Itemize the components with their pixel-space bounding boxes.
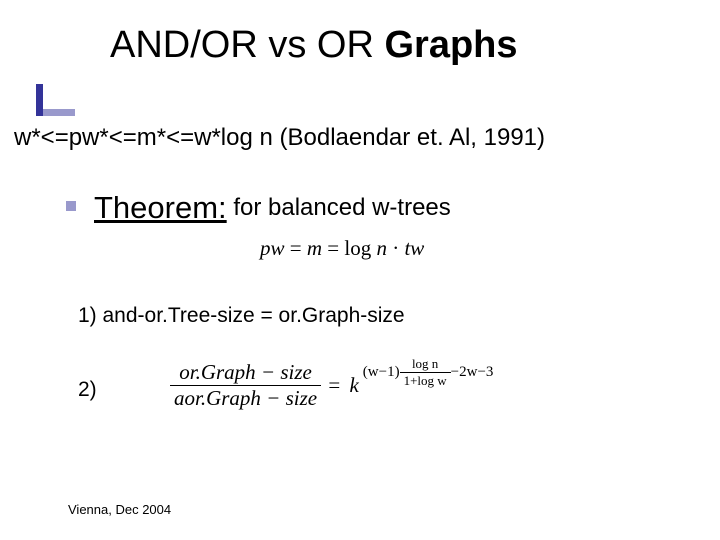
exponent: (w−1) log n 1+log w −2w−3 bbox=[361, 356, 496, 389]
bullet-icon bbox=[66, 201, 76, 211]
f1-pw: pw bbox=[260, 236, 285, 260]
exp-frac: log n 1+log w bbox=[400, 356, 451, 389]
slide: AND/OR vs OR Graphs w*<=pw*<=m*<=w*log n… bbox=[0, 0, 720, 540]
slide-title: AND/OR vs OR Graphs bbox=[110, 24, 518, 67]
f1-eq2: = bbox=[322, 236, 344, 260]
frac-left-den: aor.Graph − size bbox=[170, 385, 321, 411]
inequality-line: w*<=pw*<=m*<=w*log n (Bodlaendar et. Al,… bbox=[14, 124, 545, 152]
f1-eq1: = bbox=[285, 236, 307, 260]
theorem-line: Theorem: for balanced w-trees bbox=[66, 190, 451, 226]
item-2-label: 2) bbox=[78, 378, 97, 402]
eq-sign: = bbox=[326, 373, 342, 398]
exp-frac-den-text: 1+log w bbox=[404, 373, 447, 388]
item-1: 1) and-or.Tree-size = or.Graph-size bbox=[78, 304, 405, 328]
accent-horizontal bbox=[43, 109, 75, 116]
theorem-rest: for balanced w-trees bbox=[227, 194, 451, 221]
formula-ratio: or.Graph − size aor.Graph − size = k (w−… bbox=[170, 356, 495, 411]
formula-pw-eq: pw = m = log n · tw bbox=[260, 236, 424, 261]
f1-tw: tw bbox=[404, 236, 424, 260]
theorem-label: Theorem: bbox=[94, 190, 227, 225]
f1-dot: · bbox=[387, 236, 405, 260]
accent-vertical bbox=[36, 84, 43, 116]
f1-log: log bbox=[344, 236, 371, 260]
title-part1: AND/OR vs OR bbox=[110, 24, 384, 66]
exp-tail: −2w−3 bbox=[451, 364, 494, 380]
frac-left-num: or.Graph − size bbox=[170, 360, 321, 385]
exp-wminus1: (w−1) bbox=[363, 364, 400, 380]
exp-frac-den: 1+log w bbox=[400, 372, 451, 389]
f1-m: m bbox=[307, 236, 322, 260]
exp-frac-num: log n bbox=[400, 356, 451, 372]
k-base: k bbox=[347, 373, 360, 398]
frac-left: or.Graph − size aor.Graph − size bbox=[170, 360, 321, 411]
f1-n: n bbox=[371, 236, 387, 260]
title-part2: Graphs bbox=[384, 24, 517, 66]
footer-text: Vienna, Dec 2004 bbox=[68, 502, 171, 517]
exp-frac-num-text: log n bbox=[412, 356, 438, 371]
